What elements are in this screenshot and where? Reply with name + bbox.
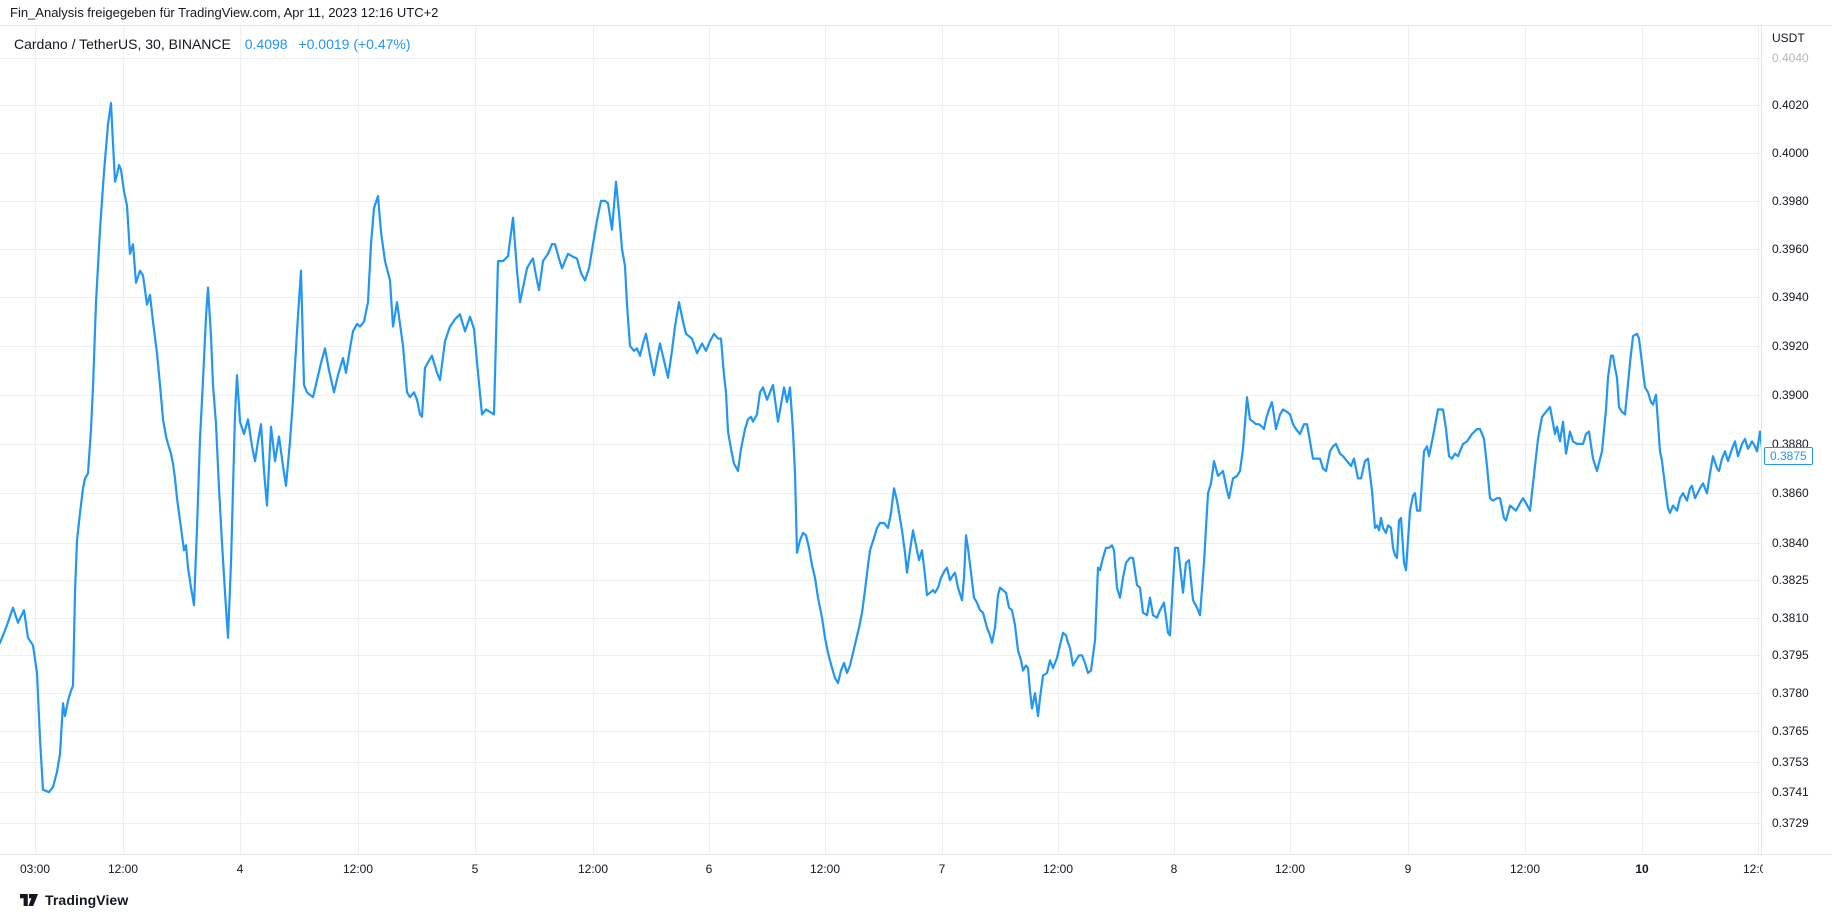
time-tick-label: 12:00	[1042, 862, 1074, 876]
time-tick-label: 10	[1635, 862, 1649, 876]
symbol-title[interactable]: Cardano / TetherUS, 30, BINANCE	[14, 36, 231, 52]
current-price-label: 0.3875	[1764, 447, 1813, 466]
chart-canvas[interactable]	[0, 26, 1763, 854]
time-tick-label: 4	[236, 862, 244, 876]
attribution-text: Fin_Analysis freigegeben für TradingView…	[10, 5, 439, 20]
price-tick-label: 0.3729	[1772, 815, 1809, 830]
chart-widget: Cardano / TetherUS, 30, BINANCE 0.4098 +…	[0, 25, 1832, 883]
time-tick-label: 03:00	[19, 862, 51, 876]
price-line-series	[0, 101, 1763, 794]
chart-legend: Cardano / TetherUS, 30, BINANCE 0.4098 +…	[14, 36, 411, 52]
price-tick-label: 0.3795	[1772, 648, 1809, 663]
price-tick-label: 0.3825	[1772, 573, 1809, 588]
price-tick-label: 0.4000	[1772, 146, 1809, 161]
price-tick-label: 0.3860	[1772, 486, 1809, 501]
price-tick-label: 0.3810	[1772, 610, 1809, 625]
price-tick-label: 0.3765	[1772, 724, 1809, 739]
price-change-value: +0.0019 (+0.47%)	[298, 36, 411, 52]
tradingview-logo-icon	[20, 894, 38, 906]
footer: TradingView	[0, 882, 1834, 918]
price-tick-label: 0.3753	[1772, 754, 1809, 769]
time-tick-label: 12:00	[1742, 862, 1763, 876]
time-tick-label: 12:00	[1274, 862, 1306, 876]
price-tick-label: 0.3920	[1772, 338, 1809, 353]
price-scale-currency-label: USDT	[1772, 31, 1805, 45]
time-tick-label: 6	[705, 862, 713, 876]
price-tick-label: 0.3900	[1772, 387, 1809, 402]
price-tick-label: 0.3780	[1772, 686, 1809, 701]
time-tick-label: 12:00	[342, 862, 374, 876]
price-tick-label: 0.3840	[1772, 535, 1809, 550]
price-tick-label: 0.3741	[1772, 785, 1809, 800]
time-axis[interactable]: 03:00 12:00 4 12:00 5 12:00 6 12:00 7 12:00 8 12:00…	[0, 854, 1832, 883]
last-price-value: 0.4098	[244, 36, 288, 52]
time-tick-label: 5	[471, 862, 479, 876]
time-tick-label: 12:00	[1509, 862, 1541, 876]
time-tick-label: 8	[1170, 862, 1178, 876]
time-tick-label: 12:00	[107, 862, 139, 876]
time-tick-label: 12:00	[577, 862, 609, 876]
price-scale[interactable]: USDT 0.3875 0.4040 0.4020 0.4000 0.3980 0.39…	[1761, 26, 1832, 854]
price-tick-label: 0.3940	[1772, 290, 1809, 305]
tradingview-logo-link[interactable]: TradingView	[20, 892, 128, 908]
price-tick-label: 0.4040	[1772, 51, 1809, 65]
price-tick-label: 0.4020	[1772, 98, 1809, 113]
price-tick-label: 0.3960	[1772, 241, 1809, 256]
time-tick-label: 7	[938, 862, 946, 876]
time-tick-label: 12:00	[809, 862, 841, 876]
time-tick-label: 9	[1404, 862, 1412, 876]
price-tick-label: 0.3980	[1772, 193, 1809, 208]
chart-pane[interactable]: Cardano / TetherUS, 30, BINANCE 0.4098 +…	[0, 26, 1763, 854]
time-axis-labels: 03:00 12:00 4 12:00 5 12:00 6 12:00 7 12:00 8 12:00…	[0, 855, 1763, 883]
brand-name: TradingView	[45, 892, 129, 908]
